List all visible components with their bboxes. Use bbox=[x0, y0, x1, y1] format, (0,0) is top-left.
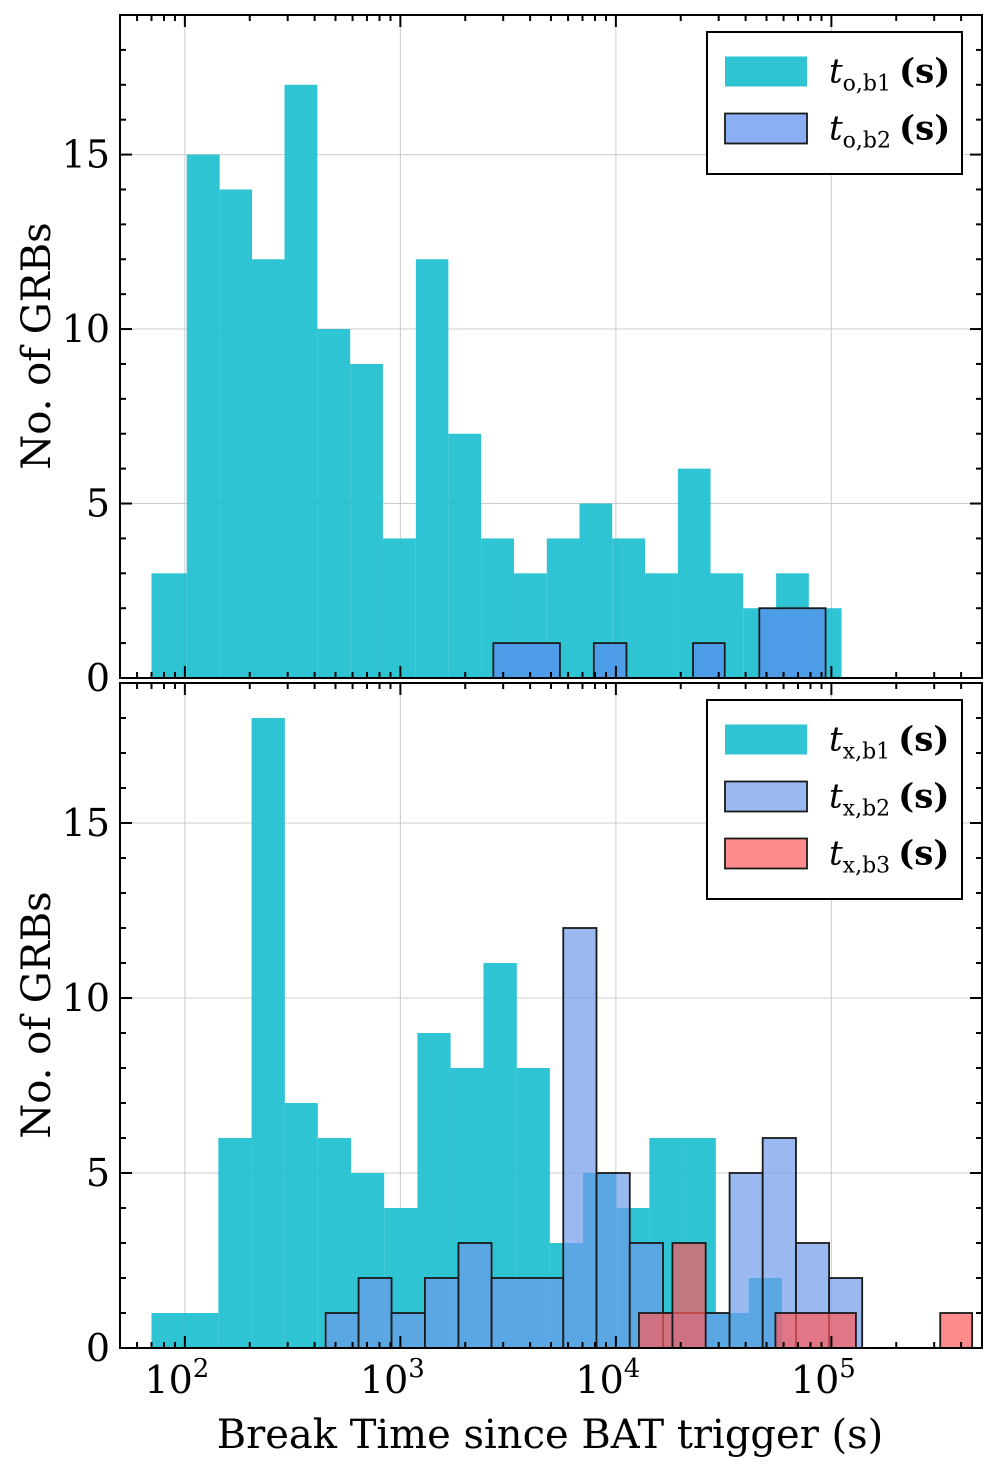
bottom-bar-x-b2 bbox=[357, 1277, 393, 1349]
bottom-x-tick-labels: 102 103 104 105 bbox=[144, 1354, 855, 1402]
top-legend: to,b1 (s)to,b2 (s) bbox=[706, 31, 963, 175]
top-bar-o-b2 bbox=[692, 642, 726, 679]
bottom-bar-x-b2 bbox=[324, 1312, 360, 1349]
top-histogram-bars bbox=[151, 84, 842, 679]
x-tick-label: 104 bbox=[575, 1354, 640, 1402]
top-bar-o-b1 bbox=[219, 189, 253, 678]
top-bar-o-b1 bbox=[382, 538, 416, 678]
top-bar-o-b1 bbox=[284, 84, 318, 678]
x-axis-label: Break Time since BAT trigger (s) bbox=[217, 1412, 884, 1458]
x-tick-exponent: 3 bbox=[408, 1354, 425, 1384]
bottom-ylabel: No. of GRBs bbox=[14, 891, 60, 1138]
legend-swatch bbox=[724, 780, 808, 813]
bottom-bar-x-b2 bbox=[457, 1242, 493, 1349]
bottom-legend: tx,b1 (s)tx,b2 (s)tx,b3 (s) bbox=[706, 699, 963, 900]
bottom-bar-x-b1 bbox=[284, 1103, 318, 1348]
y-tick-label: 10 bbox=[62, 307, 110, 351]
top-bar-o-b1 bbox=[415, 259, 449, 678]
legend-label: tx,b3 (s) bbox=[829, 834, 949, 879]
legend-label: tx,b1 (s) bbox=[829, 720, 949, 765]
bottom-y-tick-labels: 0 5 10 15 bbox=[62, 801, 110, 1370]
legend-label-main: t bbox=[829, 777, 843, 817]
top-bar-o-b1 bbox=[448, 433, 482, 678]
legend-label-main: t bbox=[829, 720, 843, 760]
bottom-plot-frame bbox=[119, 682, 983, 1349]
x-tick-exponent: 2 bbox=[193, 1354, 210, 1384]
top-bar-o-b2 bbox=[492, 642, 561, 679]
bottom-bar-x-b3 bbox=[774, 1312, 857, 1349]
legend-label: to,b1 (s) bbox=[829, 52, 950, 97]
top-bar-o-b1 bbox=[350, 363, 383, 678]
legend-swatch bbox=[725, 56, 807, 87]
top-ylabel: No. of GRBs bbox=[14, 222, 60, 469]
top-bar-o-b2 bbox=[758, 607, 827, 679]
x-tick-label: 103 bbox=[360, 1354, 425, 1402]
legend-label-sub: x,b2 bbox=[843, 797, 890, 822]
bottom-bar-x-b2 bbox=[390, 1312, 426, 1349]
bottom-bar-x-b2 bbox=[490, 1277, 565, 1349]
legend-label-unit: (s) bbox=[899, 52, 950, 92]
legend-label-main: t bbox=[829, 52, 843, 92]
bottom-bar-x-b1 bbox=[184, 1313, 219, 1348]
y-tick-label: 0 bbox=[86, 1326, 110, 1370]
top-bar-o-b1 bbox=[644, 573, 678, 678]
legend-label-unit: (s) bbox=[898, 834, 949, 874]
legend-box bbox=[706, 31, 963, 175]
legend-label: tx,b2 (s) bbox=[829, 777, 949, 822]
legend-swatch bbox=[724, 837, 808, 870]
top-bar-o-b2 bbox=[592, 642, 628, 679]
x-tick-exponent: 5 bbox=[839, 1354, 856, 1384]
bottom-bar-x-b1 bbox=[218, 1138, 252, 1348]
bottom-bar-x-b2 bbox=[595, 1172, 631, 1349]
y-tick-label: 5 bbox=[86, 1151, 110, 1195]
legend-label: to,b2 (s) bbox=[829, 109, 950, 154]
legend-label-unit: (s) bbox=[899, 109, 950, 149]
legend-label-main: t bbox=[829, 109, 843, 149]
bottom-bar-x-b2 bbox=[424, 1277, 460, 1349]
bottom-bar-x-b1 bbox=[151, 1313, 185, 1348]
x-tick-label: 105 bbox=[791, 1354, 856, 1402]
legend-swatch bbox=[724, 112, 808, 145]
legend-label-sub: o,b2 bbox=[843, 129, 891, 154]
top-bar-o-b1 bbox=[252, 259, 285, 678]
bottom-bar-x-b2 bbox=[728, 1172, 764, 1349]
bottom-bar-x-b3 bbox=[671, 1242, 707, 1349]
bottom-panel: 0 5 10 15 102 103 104 105 No. of GRBs Break Ti… bbox=[14, 682, 983, 1458]
y-tick-label: 15 bbox=[62, 801, 110, 845]
bottom-bar-x-b3 bbox=[638, 1312, 674, 1349]
bottom-bar-x-b2 bbox=[562, 927, 598, 1349]
legend-label-unit: (s) bbox=[898, 720, 949, 760]
y-tick-label: 0 bbox=[86, 656, 110, 700]
bottom-bar-x-b3 bbox=[939, 1312, 974, 1349]
y-tick-label: 5 bbox=[86, 482, 110, 526]
legend-label-sub: o,b1 bbox=[843, 72, 891, 97]
top-y-tick-labels: 0 5 10 15 bbox=[62, 133, 110, 700]
top-bar-o-b1 bbox=[186, 154, 220, 678]
y-tick-label: 10 bbox=[62, 976, 110, 1020]
legend-label-unit: (s) bbox=[898, 777, 949, 817]
legend-label-main: t bbox=[829, 834, 843, 874]
top-bar-o-b1 bbox=[151, 573, 187, 678]
legend-swatch bbox=[725, 724, 807, 755]
y-tick-label: 15 bbox=[62, 133, 110, 177]
top-plot-frame bbox=[119, 14, 983, 679]
bottom-bar-x-b1 bbox=[251, 718, 285, 1348]
legend-label-sub: x,b1 bbox=[843, 740, 890, 765]
x-tick-exponent: 4 bbox=[624, 1354, 641, 1384]
top-bar-o-b1 bbox=[317, 329, 351, 678]
bottom-histogram-bars bbox=[151, 718, 974, 1349]
x-tick-label: 102 bbox=[144, 1354, 209, 1402]
legend-label-sub: x,b3 bbox=[843, 854, 890, 879]
